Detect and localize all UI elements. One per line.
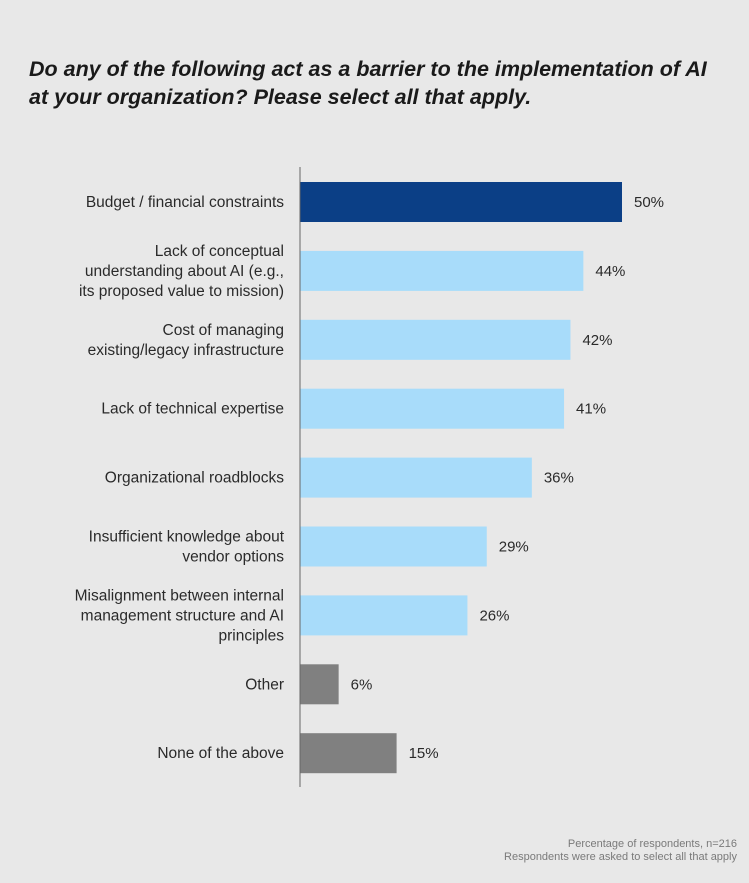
bar-5 xyxy=(300,457,532,498)
value-label-1: 50% xyxy=(634,194,664,211)
bar-8 xyxy=(300,664,339,705)
bar-2 xyxy=(300,250,584,291)
footnote-line-2: Respondents were asked to select all tha… xyxy=(504,851,737,863)
category-label-3: Cost of managing existing/legacy infrastr… xyxy=(88,322,284,359)
bar-7 xyxy=(300,595,468,636)
category-label-5: Organizational roadblocks xyxy=(105,470,284,487)
value-label-3: 42% xyxy=(582,332,612,349)
category-label-4: Lack of technical expertise xyxy=(101,401,284,418)
category-label-6: Insufficient knowledge about vendor optio… xyxy=(89,529,285,566)
chart-title: Do any of the following act as a barrier… xyxy=(29,57,707,109)
value-label-6: 29% xyxy=(499,539,529,556)
value-label-7: 26% xyxy=(479,607,509,624)
bar-9 xyxy=(300,733,397,774)
footnote-line-1: Percentage of respondents, n=216 xyxy=(567,838,737,850)
bar-3 xyxy=(300,319,571,360)
bar-6 xyxy=(300,526,487,567)
bar-1 xyxy=(300,182,622,222)
bar-4 xyxy=(300,388,565,429)
category-label-9: None of the above xyxy=(157,745,284,762)
value-label-9: 15% xyxy=(409,745,439,762)
value-label-2: 44% xyxy=(595,263,625,280)
category-label-1: Budget / financial constraints xyxy=(86,194,284,211)
category-label-2: Lack of conceptual understanding about AI… xyxy=(79,243,284,300)
value-label-5: 36% xyxy=(544,470,574,487)
value-label-4: 41% xyxy=(576,401,606,418)
value-label-8: 6% xyxy=(351,676,373,693)
category-label-8: Other xyxy=(245,676,284,693)
footnote: Percentage of respondents, n=216 Respond… xyxy=(504,838,737,864)
category-label-7: Misalignment between internal management … xyxy=(75,587,285,644)
